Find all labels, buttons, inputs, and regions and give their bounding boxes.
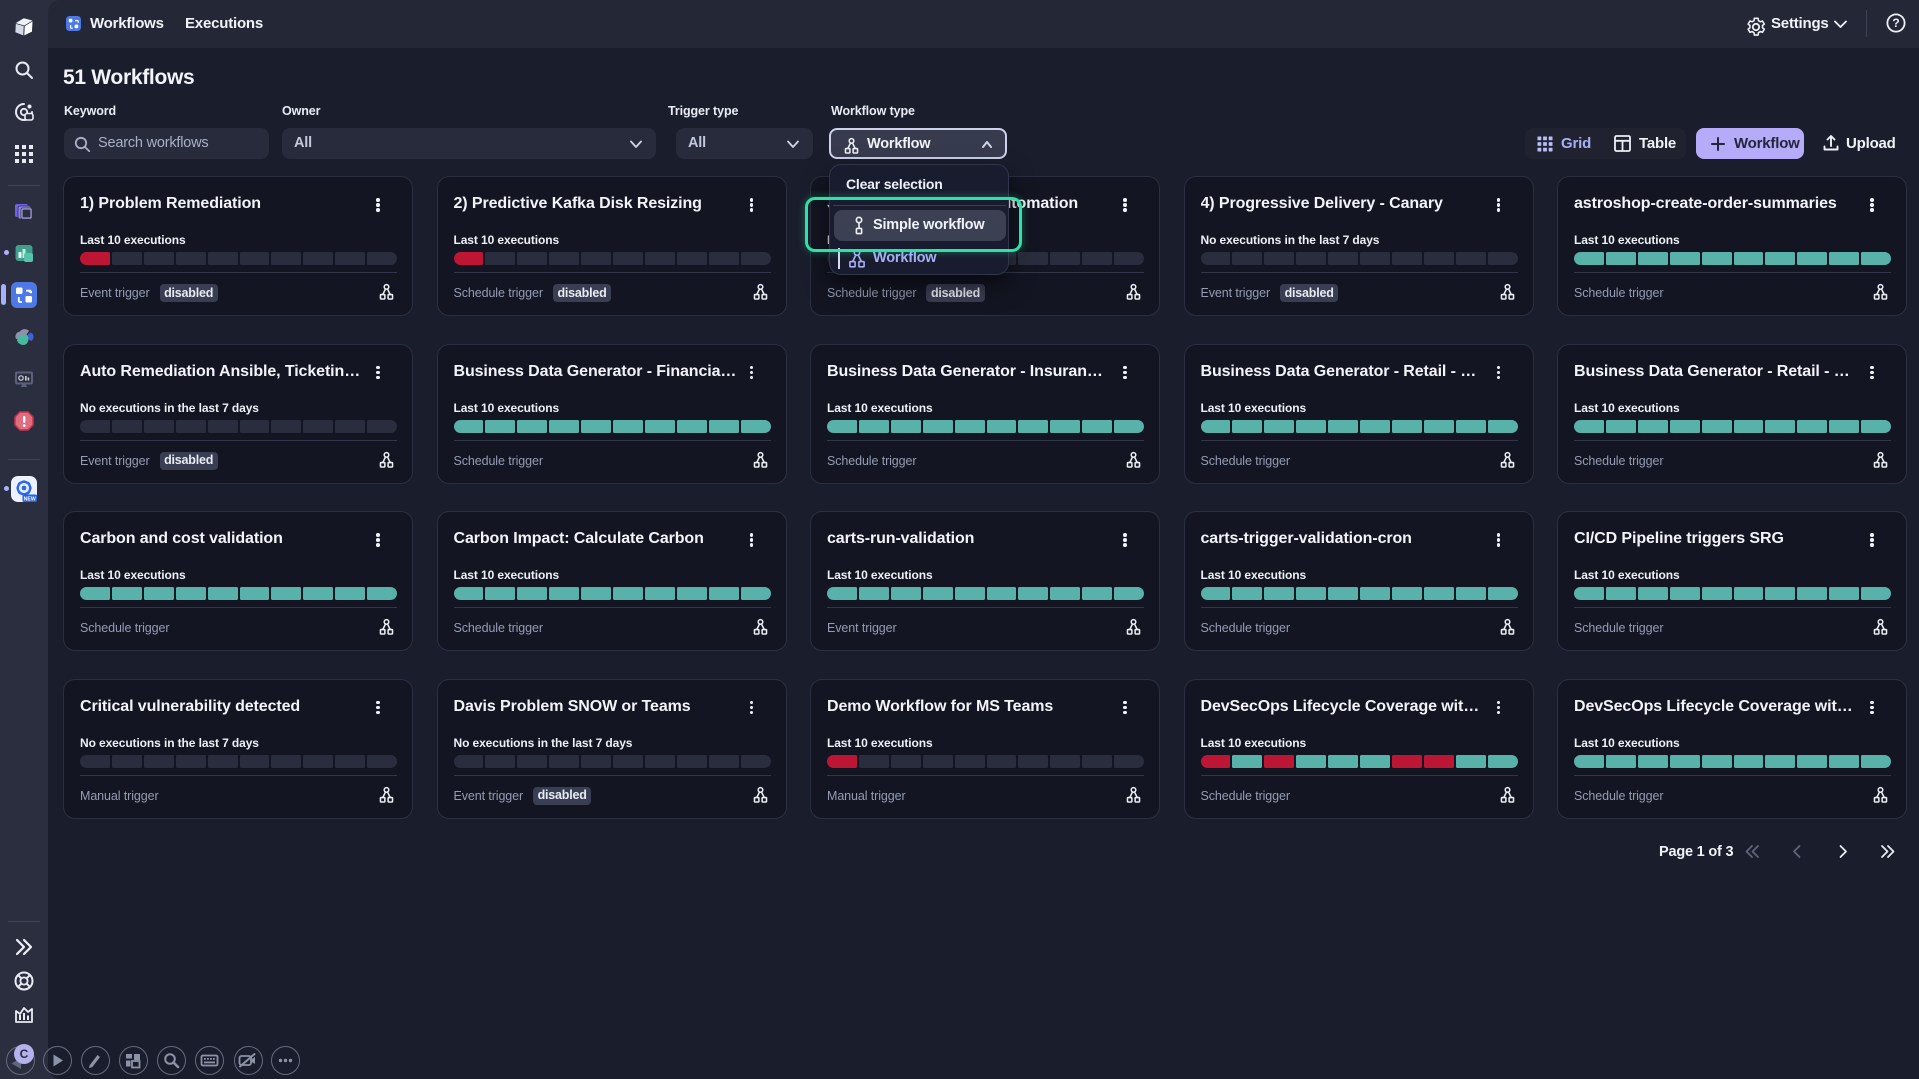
svg-text:NEW: NEW [24, 496, 36, 502]
svg-text:?: ? [1892, 16, 1899, 30]
